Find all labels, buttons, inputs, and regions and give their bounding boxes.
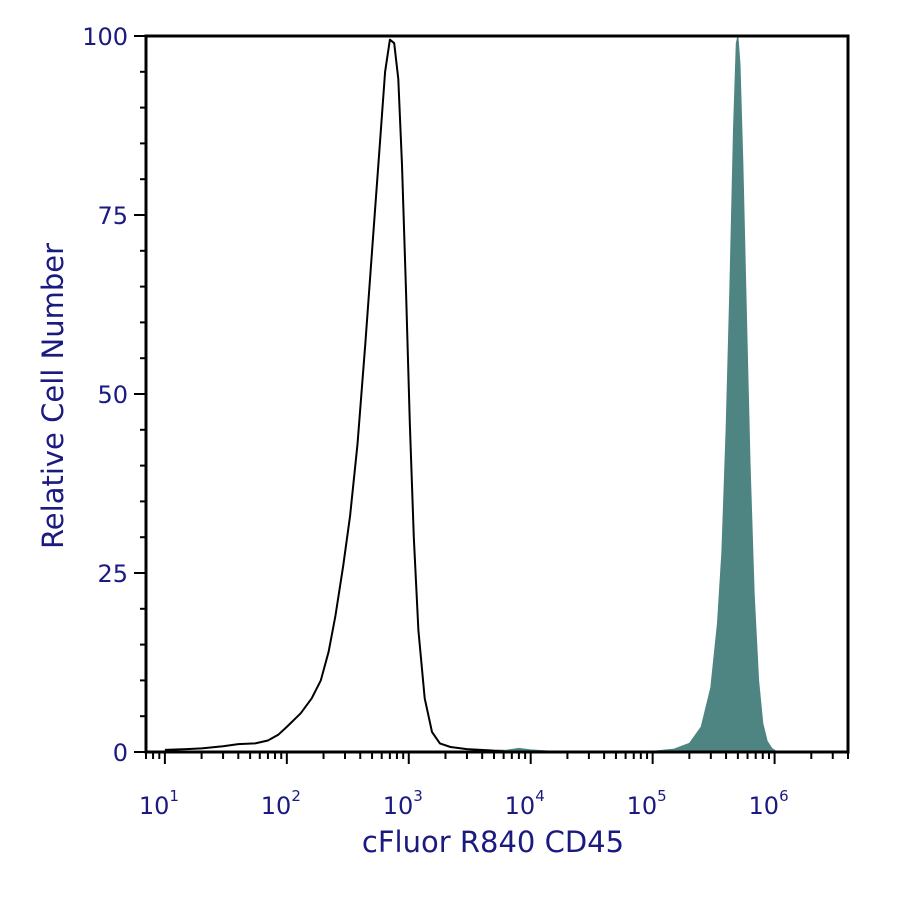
axis-ticks — [134, 35, 849, 764]
x-tick-label: 104 — [505, 787, 545, 820]
y-tick-label: 25 — [97, 560, 128, 588]
plot-area — [164, 35, 779, 753]
x-axis-title: cFluor R840 CD45 — [362, 825, 624, 859]
histogram-series-filled — [475, 35, 779, 753]
x-tick-label: 103 — [383, 787, 423, 820]
y-axis-title: Relative Cell Number — [36, 243, 70, 549]
y-tick-label: 50 — [97, 381, 128, 409]
x-tick-label: 106 — [749, 787, 789, 820]
y-tick-label: 75 — [97, 202, 128, 230]
axis-tick-labels: 0 25 50 75 100 101 102 103 104 105 106 — [82, 23, 788, 820]
x-tick-label: 105 — [627, 787, 667, 820]
x-tick-label: 102 — [261, 787, 301, 820]
histogram-series-outline — [164, 38, 553, 753]
y-tick-label: 100 — [82, 23, 128, 51]
y-tick-label: 0 — [113, 739, 128, 767]
x-tick-label: 101 — [139, 787, 179, 820]
